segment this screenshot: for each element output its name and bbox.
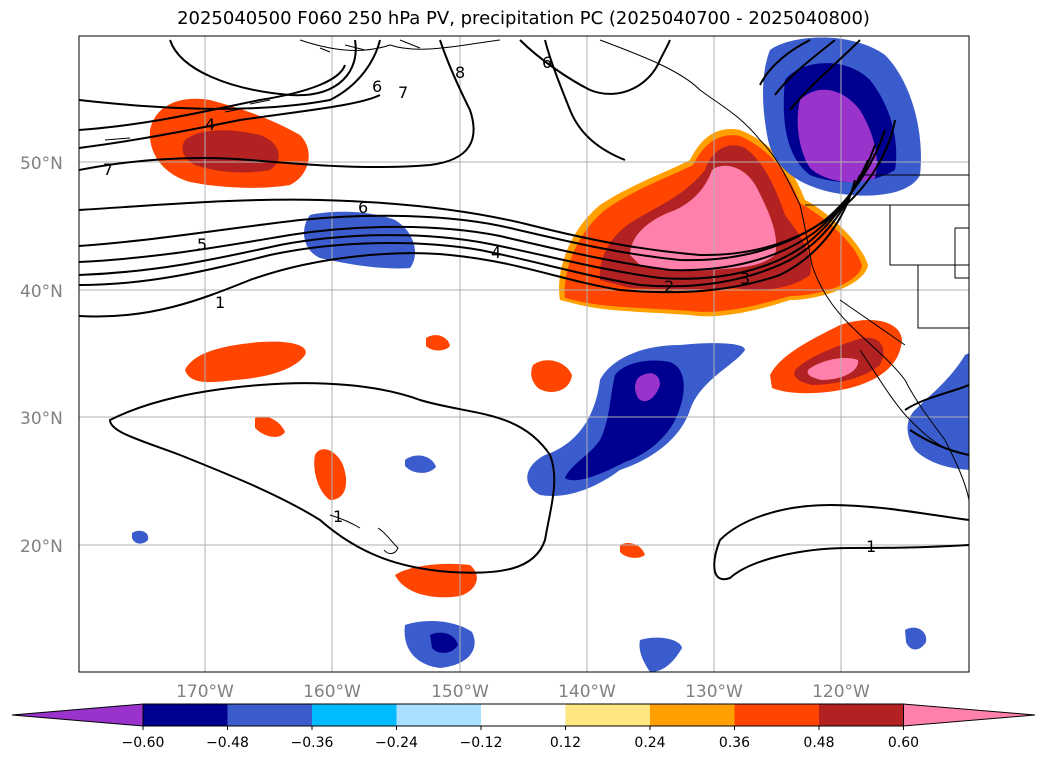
colorbar-extend-right <box>903 703 1036 727</box>
precip-positive-patch-4 <box>255 416 285 437</box>
contour-label-6-north: 6 <box>372 77 382 96</box>
contour-label-1-west: 1 <box>215 293 225 312</box>
contour-label-6-ne: 6 <box>542 53 552 72</box>
colorbar-segment <box>143 704 228 726</box>
colorbar-tick-label: 0.48 <box>803 735 834 751</box>
colorbar-tick-label: 0.12 <box>550 735 581 751</box>
lat-label-20n: 20°N <box>20 537 63 557</box>
lon-label-140w: 140°W <box>558 682 616 702</box>
colorbar-segment <box>819 704 904 726</box>
graticule <box>79 36 969 672</box>
pv-contours <box>79 39 969 581</box>
contour-label-6-mid: 6 <box>358 198 368 217</box>
contour-label-3: 3 <box>740 269 750 288</box>
colorbar-tick-label: −0.36 <box>291 735 334 751</box>
precip-negative-blob-bc <box>763 37 921 196</box>
colorbar-tick-label: −0.60 <box>122 735 165 751</box>
colorbar-segment <box>650 704 735 726</box>
colorbar-tick-label: 0.24 <box>634 735 665 751</box>
colorbar-segment <box>396 704 482 726</box>
colorbar-extend-left <box>11 703 144 727</box>
contour-label-2: 2 <box>664 277 674 296</box>
colorbar-segment <box>227 704 313 726</box>
lon-label-160w: 160°W <box>303 682 361 702</box>
precip-negative-blob-se <box>907 353 969 470</box>
map-title: 2025040500 F060 250 hPa PV, precipitatio… <box>177 8 870 29</box>
precip-positive-patch-6 <box>426 335 450 351</box>
precip-negative-blob-south <box>527 343 745 496</box>
precip-negative-patch-5 <box>905 627 927 650</box>
colorbar-tick-label: 0.36 <box>719 735 750 751</box>
colorbar: −0.60 −0.48 −0.36 −0.24 −0.12 0.12 0.24 0.36 0.4… <box>11 703 1036 751</box>
coastlines <box>104 39 969 554</box>
colorbar-tick-label: −0.24 <box>375 735 418 751</box>
map-frame <box>78 35 970 673</box>
colorbar-segment <box>312 704 397 726</box>
precip-positive-patch-7 <box>620 543 645 558</box>
lat-label-40n: 40°N <box>20 282 63 302</box>
contour-label-5: 5 <box>197 235 207 254</box>
lon-label-170w: 170°W <box>176 682 234 702</box>
precip-positive-patch-1 <box>185 341 306 383</box>
lon-label-120w: 120°W <box>812 682 870 702</box>
contour-label-7-north: 7 <box>398 83 408 102</box>
contour-label-4-west: 4 <box>205 115 215 134</box>
lon-label-130w: 130°W <box>685 682 743 702</box>
contour-label-1-hawaii: 1 <box>333 507 343 526</box>
lat-label-50n: 50°N <box>20 154 63 174</box>
colorbar-segment <box>481 704 566 726</box>
colorbar-segment <box>734 704 820 726</box>
precip-positive-blob-baja <box>770 320 902 394</box>
contour-label-4-mid: 4 <box>491 243 501 262</box>
colorbar-tick-label: −0.12 <box>460 735 503 751</box>
colorbar-segment <box>565 704 651 726</box>
precip-negative-patch-3 <box>405 455 436 473</box>
lat-label-30n: 30°N <box>20 409 63 429</box>
colorbar-tick-label: −0.48 <box>206 735 249 751</box>
precip-negative-patch-6 <box>132 530 149 544</box>
precip-positive-patch-2 <box>314 449 347 500</box>
precip-positive-patch-5 <box>531 360 572 392</box>
contour-label-1-se: 1 <box>866 537 876 556</box>
lon-label-150w: 150°W <box>431 682 489 702</box>
precip-negative-patch-2 <box>430 632 458 653</box>
contour-label-8: 8 <box>455 63 465 82</box>
colorbar-tick-label: 0.60 <box>888 735 919 751</box>
precip-negative-patch-4 <box>639 637 682 672</box>
colorbar-outline <box>142 703 904 727</box>
contour-label-7: 7 <box>103 160 113 179</box>
